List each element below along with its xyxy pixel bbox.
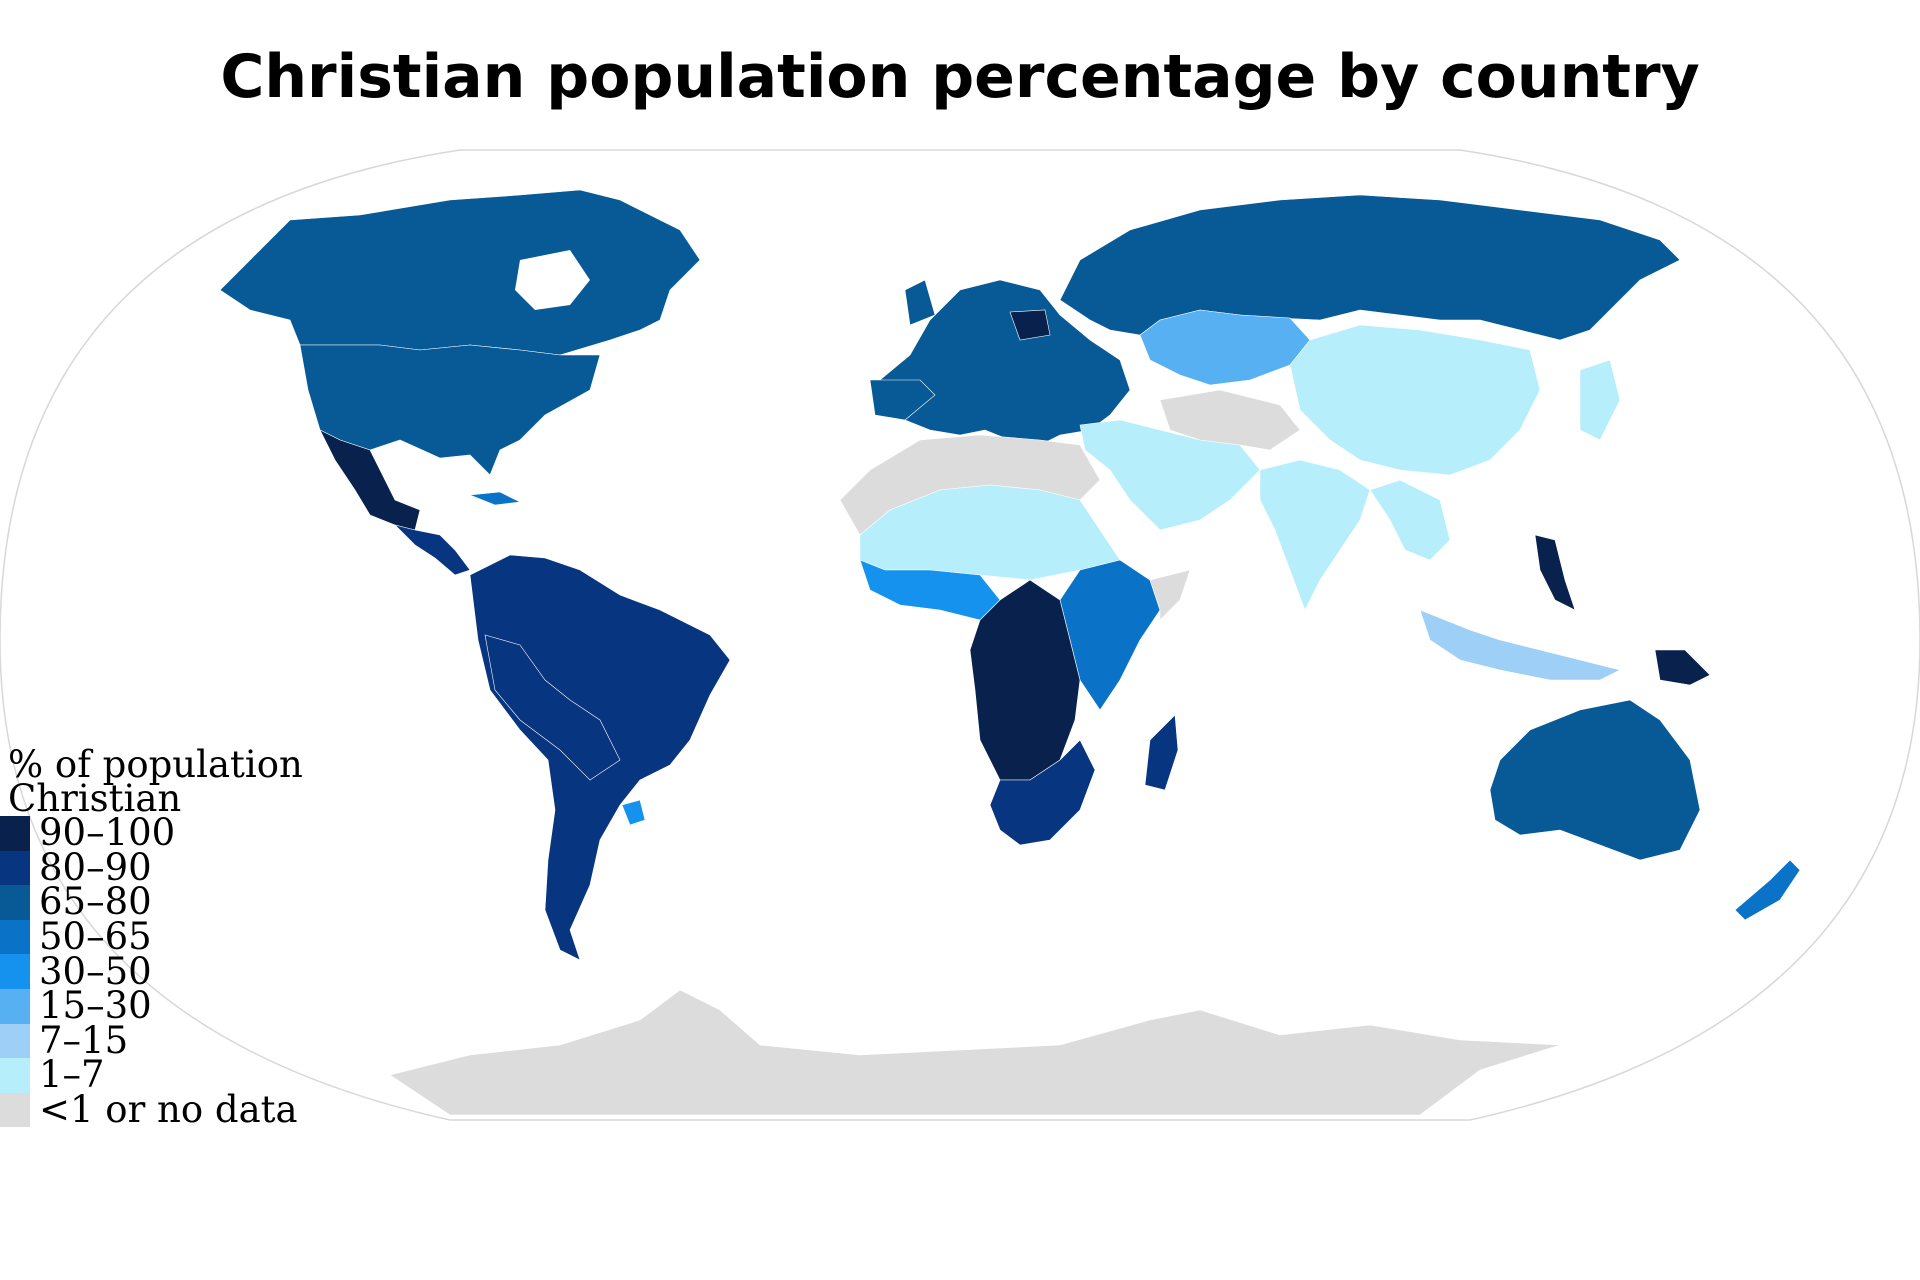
legend-swatch xyxy=(0,1058,30,1093)
map-legend: % of population Christian 90–100 80–90 65–… xyxy=(0,743,338,1132)
region-mexico xyxy=(319,429,421,531)
region-canada xyxy=(219,189,701,356)
region-southern-africa xyxy=(989,739,1096,846)
region-iberia xyxy=(869,379,936,421)
legend-title-line2: Christian xyxy=(8,777,182,820)
legend-label: 65–80 xyxy=(39,880,152,924)
legend-label: 90–100 xyxy=(39,811,176,855)
region-india xyxy=(1259,459,1371,611)
region-southeast-asia xyxy=(1369,479,1451,561)
legend-label: <1 or no data xyxy=(39,1088,298,1132)
region-russia xyxy=(1059,194,1681,341)
legend-swatch xyxy=(0,1092,30,1128)
world-map xyxy=(0,149,1920,1121)
region-madagascar xyxy=(1144,714,1179,791)
legend-item: 15–30 xyxy=(0,984,338,1028)
legend-swatch xyxy=(0,885,30,920)
region-peru-bolivia xyxy=(484,634,621,781)
region-japan xyxy=(1579,359,1621,441)
legend-item: 7–15 xyxy=(0,1018,338,1062)
legend-item: 30–50 xyxy=(0,949,338,993)
region-china xyxy=(1289,324,1541,476)
legend-swatch xyxy=(0,954,30,989)
region-central-africa xyxy=(969,579,1081,781)
region-uruguay xyxy=(621,799,646,826)
region-europe xyxy=(879,279,1131,446)
region-cuba xyxy=(469,491,522,506)
legend-rows: 90–100 80–90 65–80 50–65 30–50 15–30 7–15 1–7 <1… xyxy=(0,811,338,1132)
legend-swatch xyxy=(0,1023,30,1059)
legend-item: 90–100 xyxy=(0,811,338,855)
region-indonesia xyxy=(1419,609,1621,681)
region-philippines xyxy=(1534,534,1576,611)
legend-label: 80–90 xyxy=(39,845,152,889)
legend-title-line1: % of population xyxy=(8,743,303,786)
legend-swatch xyxy=(0,850,30,886)
legend-swatch xyxy=(0,816,30,851)
legend-swatch xyxy=(0,919,30,955)
legend-label: 15–30 xyxy=(39,984,152,1028)
region-kazakhstan xyxy=(1139,309,1311,386)
region-antarctica xyxy=(389,989,1561,1116)
region-australia xyxy=(1489,699,1701,861)
legend-item: 65–80 xyxy=(0,880,338,924)
region-middle-east xyxy=(1079,419,1261,531)
region-iran-afghan xyxy=(1159,389,1301,451)
region-horn-africa xyxy=(1149,569,1191,621)
legend-item: <1 or no data xyxy=(0,1088,338,1132)
map-frame xyxy=(0,149,1920,1121)
region-hudson-bay xyxy=(515,250,590,310)
map-title: Christian population percentage by count… xyxy=(220,42,1700,112)
legend-item: 1–7 xyxy=(0,1053,338,1097)
region-poland xyxy=(1009,309,1051,341)
legend-swatch xyxy=(0,988,30,1024)
legend-label: 1–7 xyxy=(39,1053,105,1097)
legend-label: 7–15 xyxy=(39,1018,129,1062)
region-new-zealand xyxy=(1734,859,1801,921)
legend-label: 50–65 xyxy=(39,915,152,959)
legend-label: 30–50 xyxy=(39,949,152,993)
region-uk xyxy=(904,279,936,326)
legend-item: 80–90 xyxy=(0,845,338,889)
region-papua-new-guinea xyxy=(1654,649,1711,686)
legend-item: 50–65 xyxy=(0,915,338,959)
region-central-america xyxy=(394,524,471,576)
